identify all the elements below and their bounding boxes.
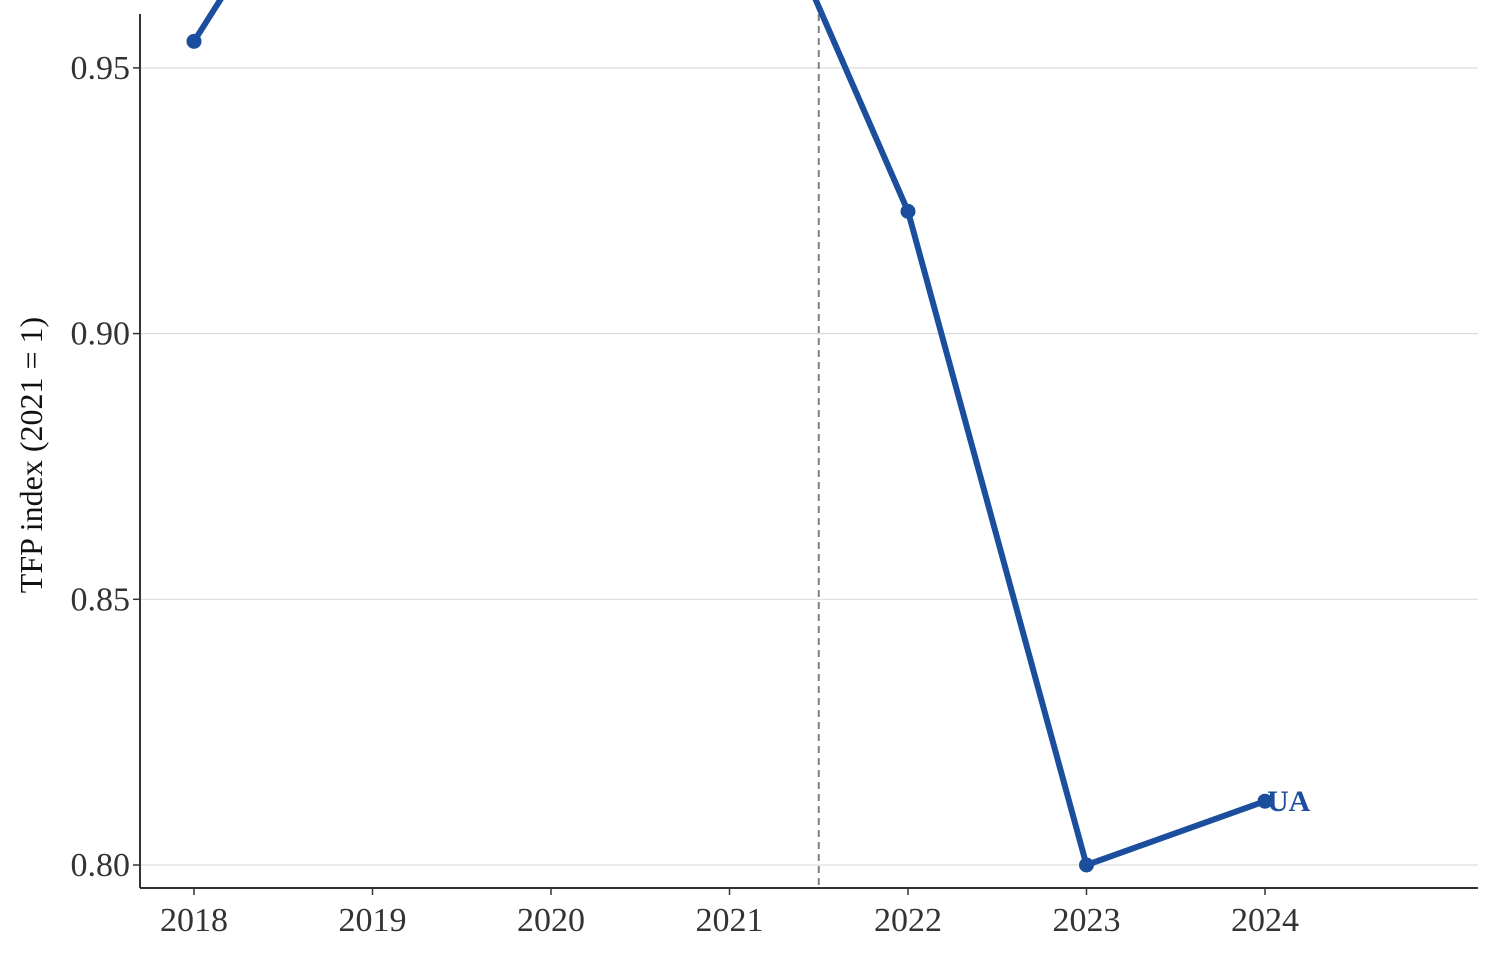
highlight-series bbox=[186, 0, 1273, 873]
series-labels: HRBGROEEPLBenchmarkUA bbox=[1267, 785, 1311, 818]
x-tick-label: 2020 bbox=[517, 902, 585, 939]
y-tick-label: 0.90 bbox=[71, 316, 131, 353]
x-tick-label: 2022 bbox=[874, 902, 942, 939]
y-tick-label: 0.85 bbox=[71, 581, 131, 618]
point-ua bbox=[1079, 857, 1094, 873]
x-tick-label: 2024 bbox=[1231, 902, 1299, 939]
series-label-ua: UA bbox=[1267, 785, 1311, 818]
x-tick-label: 2021 bbox=[696, 902, 764, 939]
point-ua bbox=[900, 203, 916, 219]
axes: 0.800.850.900.951.001.051.10201820192020… bbox=[71, 14, 1478, 939]
reference-lines bbox=[817, 14, 820, 888]
series-line-ua bbox=[191, 0, 1267, 868]
x-tick-label: 2019 bbox=[339, 902, 407, 939]
x-tick-label: 2023 bbox=[1053, 902, 1121, 939]
y-tick-label: 0.80 bbox=[71, 847, 131, 884]
y-tick-label: 0.95 bbox=[71, 50, 131, 87]
gridlines bbox=[140, 67, 1478, 866]
x-tick-label: 2018 bbox=[160, 902, 228, 939]
point-ua bbox=[1257, 793, 1273, 809]
y-axis-title: TFP index (2021 = 1) bbox=[13, 317, 49, 593]
point-ua bbox=[186, 33, 202, 49]
